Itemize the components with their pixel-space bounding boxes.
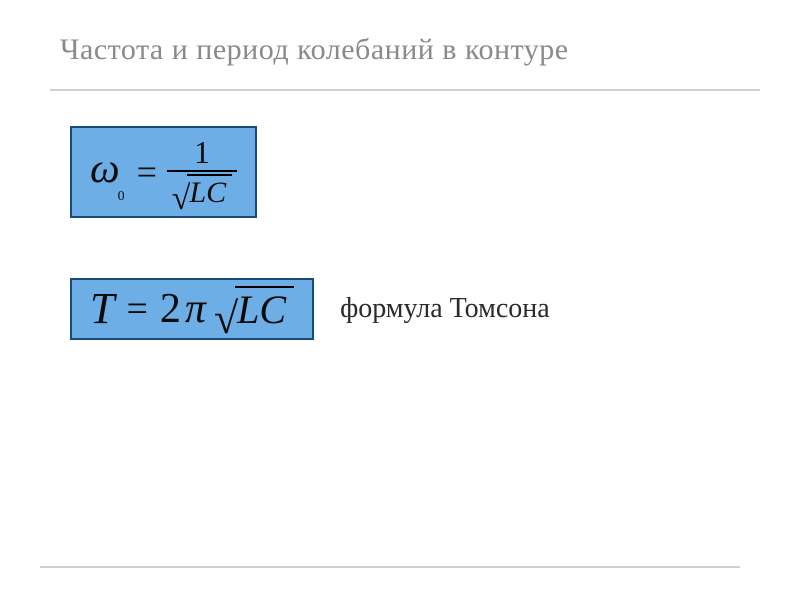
radicand-1: LC <box>187 174 232 209</box>
formula-period: T = 2 π √ LC <box>90 286 294 332</box>
numerator: 1 <box>194 136 210 170</box>
denominator: √ LC <box>172 172 232 212</box>
symbol-T: T <box>90 287 114 331</box>
radicand-2: LC <box>235 286 294 332</box>
radical-sign-1: √ <box>172 187 191 211</box>
content-area: ω0 = 1 √ LC T <box>60 91 750 340</box>
symbol-pi: π <box>185 288 210 330</box>
divider-bottom <box>40 566 740 568</box>
radical-sign-2: √ <box>214 304 238 335</box>
equals-sign-2: = <box>118 290 155 328</box>
page-title: Частота и период колебаний в контуре <box>60 30 750 85</box>
formula-caption: формула Томсона <box>340 293 550 325</box>
formula-omega: ω0 = 1 √ LC <box>90 134 237 210</box>
fraction: 1 √ LC <box>167 136 237 212</box>
coeff-2: 2 <box>160 288 181 330</box>
row-thomson: T = 2 π √ LC формула Томсона <box>70 278 750 340</box>
sqrt-2: √ LC <box>214 286 294 332</box>
equals-sign-1: = <box>133 151 161 193</box>
slide: Частота и период колебаний в контуре ω0 … <box>0 0 800 600</box>
omega-subscript: 0 <box>118 189 125 204</box>
formula-box-omega: ω0 = 1 √ LC <box>70 126 257 218</box>
sqrt-1: √ LC <box>172 174 232 209</box>
formula-box-period: T = 2 π √ LC <box>70 278 314 340</box>
symbol-omega: ω0 <box>90 148 127 195</box>
omega-glyph: ω <box>90 146 120 192</box>
